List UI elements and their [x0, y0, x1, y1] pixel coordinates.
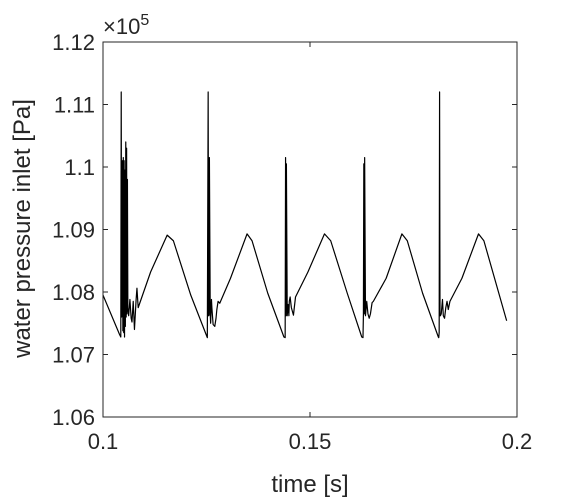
- y-axis-title: water pressure inlet [Pa]: [9, 99, 36, 359]
- x-axis-title: time [s]: [271, 471, 348, 498]
- y-tick-label: 1.1: [64, 155, 95, 180]
- y-tick-label: 1.07: [52, 343, 95, 368]
- y-axis-exponent-power: 5: [140, 12, 149, 29]
- y-tick-label: 1.09: [52, 218, 95, 243]
- x-tick-label: 0.1: [88, 429, 119, 454]
- x-tick-label: 0.2: [502, 429, 533, 454]
- x-tick-label: 0.15: [289, 429, 332, 454]
- axes-layer: 0.1 0.15 0.2 1.06 1.07 1.08 1.09 1.1 1.11 1.12: [52, 30, 532, 454]
- y-tick-label: 1.12: [52, 30, 95, 55]
- plot-background: [103, 42, 517, 417]
- plot-area: [103, 42, 517, 417]
- y-tick-label: 1.06: [52, 405, 95, 430]
- y-axis-exponent-label: ×105: [103, 12, 149, 39]
- series-line-1: [103, 91, 508, 339]
- y-tick-label: 1.11: [54, 93, 95, 118]
- y-axis-exponent-base: ×10: [103, 14, 140, 39]
- series-layer: [103, 91, 508, 339]
- y-tick-label: 1.08: [52, 280, 95, 305]
